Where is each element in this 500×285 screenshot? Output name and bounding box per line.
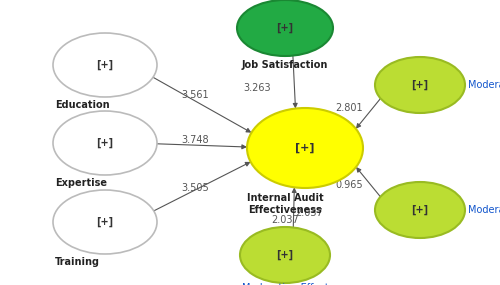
- Ellipse shape: [375, 182, 465, 238]
- Ellipse shape: [247, 108, 363, 188]
- Text: [+]: [+]: [276, 250, 293, 260]
- Text: [+]: [+]: [96, 217, 114, 227]
- Text: Internal Audit
Effectiveness: Internal Audit Effectiveness: [246, 193, 324, 215]
- Text: 3.505: 3.505: [181, 183, 209, 193]
- Text: 3.561: 3.561: [181, 90, 209, 100]
- Text: 2.037: 2.037: [271, 215, 299, 225]
- Ellipse shape: [53, 111, 157, 175]
- Ellipse shape: [237, 0, 333, 56]
- Text: [+]: [+]: [96, 138, 114, 148]
- Text: Education: Education: [55, 100, 110, 110]
- Text: [+]: [+]: [96, 60, 114, 70]
- Text: 3.748: 3.748: [181, 135, 209, 145]
- Text: 2.037: 2.037: [295, 208, 323, 218]
- Text: Training: Training: [55, 257, 100, 267]
- Text: Expertise: Expertise: [55, 178, 107, 188]
- Text: Job Satisfaction: Job Satisfaction: [242, 60, 328, 70]
- Text: [+]: [+]: [412, 80, 428, 90]
- Text: [+]: [+]: [412, 205, 428, 215]
- Ellipse shape: [53, 190, 157, 254]
- Text: Moderating Effect
1: Moderating Effect 1: [468, 80, 500, 101]
- Text: [+]: [+]: [276, 23, 293, 33]
- Ellipse shape: [240, 227, 330, 283]
- Text: Moderating Effect
2: Moderating Effect 2: [468, 205, 500, 227]
- Ellipse shape: [375, 57, 465, 113]
- Text: [+]: [+]: [295, 143, 315, 153]
- Text: 3.263: 3.263: [244, 83, 271, 93]
- Text: 0.965: 0.965: [336, 180, 363, 190]
- Text: Moderating Effect
3: Moderating Effect 3: [242, 283, 328, 285]
- Ellipse shape: [53, 33, 157, 97]
- Text: 2.801: 2.801: [336, 103, 363, 113]
